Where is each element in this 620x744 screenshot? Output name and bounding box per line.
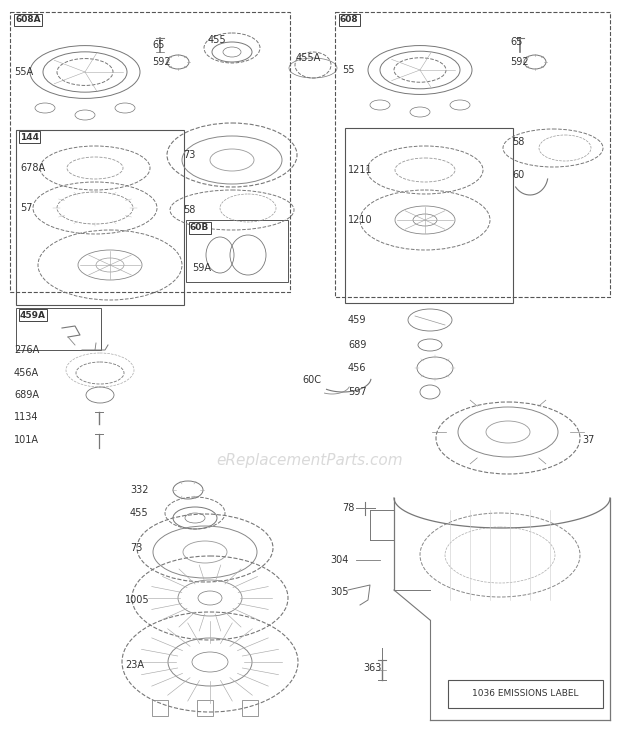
Text: 55A: 55A	[14, 67, 33, 77]
Text: 332: 332	[130, 485, 149, 495]
Text: 1036 EMISSIONS LABEL: 1036 EMISSIONS LABEL	[472, 690, 578, 699]
Text: eReplacementParts.com: eReplacementParts.com	[216, 452, 404, 467]
Text: 456: 456	[348, 363, 366, 373]
Bar	[186, 220, 288, 282]
Text: 57: 57	[20, 203, 32, 213]
Text: 73: 73	[130, 543, 143, 553]
Text: 363: 363	[363, 663, 381, 673]
Text: 37: 37	[582, 435, 595, 445]
Bar	[10, 12, 290, 292]
Text: 1210: 1210	[348, 215, 373, 225]
Text: 73: 73	[183, 150, 195, 160]
Text: 60C: 60C	[302, 375, 321, 385]
Text: 1211: 1211	[348, 165, 373, 175]
Text: 689: 689	[348, 340, 366, 350]
Text: 1005: 1005	[125, 595, 149, 605]
Bar	[152, 700, 168, 716]
Bar	[16, 130, 184, 305]
Text: 59A: 59A	[192, 263, 211, 273]
Text: 459: 459	[348, 315, 366, 325]
Text: 304: 304	[330, 555, 348, 565]
Text: 144: 144	[20, 132, 39, 141]
Text: 58: 58	[512, 137, 525, 147]
Text: 455A: 455A	[296, 53, 321, 63]
Text: 1134: 1134	[14, 412, 38, 422]
Text: 23A: 23A	[125, 660, 144, 670]
Text: 456A: 456A	[14, 368, 39, 378]
Text: 608: 608	[340, 16, 358, 25]
Text: 78: 78	[342, 503, 355, 513]
Text: 305: 305	[330, 587, 348, 597]
Text: 101A: 101A	[14, 435, 39, 445]
Text: 678A: 678A	[20, 163, 45, 173]
Text: 592: 592	[152, 57, 171, 67]
Bar	[345, 128, 513, 303]
Text: 65: 65	[510, 37, 523, 47]
Text: 276A: 276A	[14, 345, 39, 355]
Text: 60: 60	[512, 170, 525, 180]
Bar	[197, 700, 213, 716]
Text: 597: 597	[348, 387, 366, 397]
Bar	[16, 308, 101, 350]
Text: 58: 58	[183, 205, 195, 215]
Text: 65: 65	[152, 40, 164, 50]
Text: 55: 55	[342, 65, 355, 75]
Text: 455: 455	[208, 35, 227, 45]
Text: 608A: 608A	[15, 16, 41, 25]
Bar	[242, 700, 258, 716]
Text: 60B: 60B	[190, 223, 210, 232]
Bar	[335, 12, 610, 297]
Bar	[448, 680, 603, 708]
Text: 592: 592	[510, 57, 529, 67]
Text: 689A: 689A	[14, 390, 39, 400]
Text: 459A: 459A	[20, 310, 46, 319]
Text: 455: 455	[130, 508, 149, 518]
